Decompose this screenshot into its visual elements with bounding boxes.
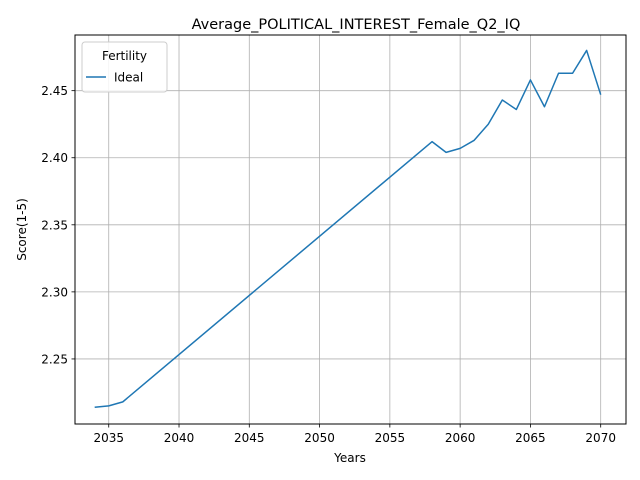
legend-entry: Ideal [114, 71, 143, 85]
legend: Fertility Ideal [81, 41, 168, 93]
plot-frame [74, 34, 627, 425]
series-layer [94, 49, 602, 408]
y-tick-label: 2.35 [41, 218, 68, 232]
x-tick-label: 2065 [515, 431, 546, 445]
x-tick-label: 2035 [93, 431, 124, 445]
x-tick-label: 2060 [445, 431, 476, 445]
y-tick-label: 2.40 [41, 151, 68, 165]
x-axis: 2035 2040 2045 2050 2055 2060 2065 2070 [93, 424, 616, 445]
chart-title: Average_POLITICAL_INTEREST_Female_Q2_IQ [192, 17, 521, 33]
series-line-ideal [94, 49, 602, 408]
legend-title: Fertility [102, 49, 147, 63]
y-tick-label: 2.25 [41, 352, 68, 366]
x-tick-label: 2040 [164, 431, 195, 445]
legend-box [81, 41, 168, 93]
y-tick-label: 2.45 [41, 84, 68, 98]
x-axis-label: Years [333, 451, 366, 465]
y-axis-label: Score(1-5) [15, 198, 29, 261]
x-tick-label: 2070 [585, 431, 616, 445]
x-tick-label: 2050 [304, 431, 335, 445]
x-tick-label: 2045 [234, 431, 265, 445]
grid [75, 35, 626, 424]
y-tick-label: 2.30 [41, 285, 68, 299]
y-axis: 2.25 2.30 2.35 2.40 2.45 [41, 84, 75, 366]
x-tick-label: 2055 [375, 431, 406, 445]
